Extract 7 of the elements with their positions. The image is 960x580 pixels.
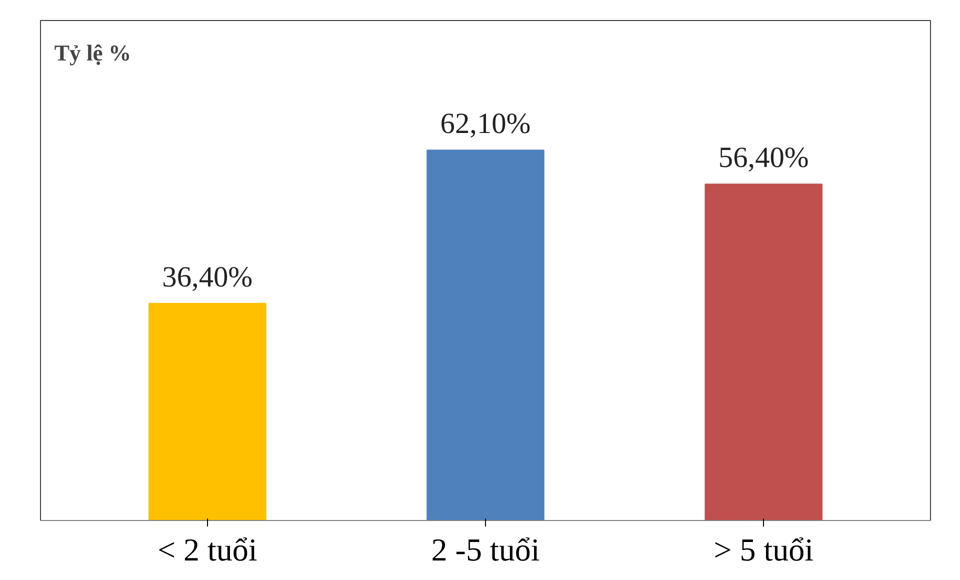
data-label: 36,40%	[162, 261, 253, 294]
data-label: 62,10%	[440, 108, 531, 140]
x-tick-label: 2 -5 tuổi	[431, 532, 540, 568]
x-tick-label: < 2 tuổi	[157, 532, 258, 568]
data-label: 56,40%	[718, 142, 809, 174]
y-axis-title: Tỷ lệ %	[54, 40, 132, 66]
x-tick-label: > 5 tuổi	[714, 532, 814, 568]
